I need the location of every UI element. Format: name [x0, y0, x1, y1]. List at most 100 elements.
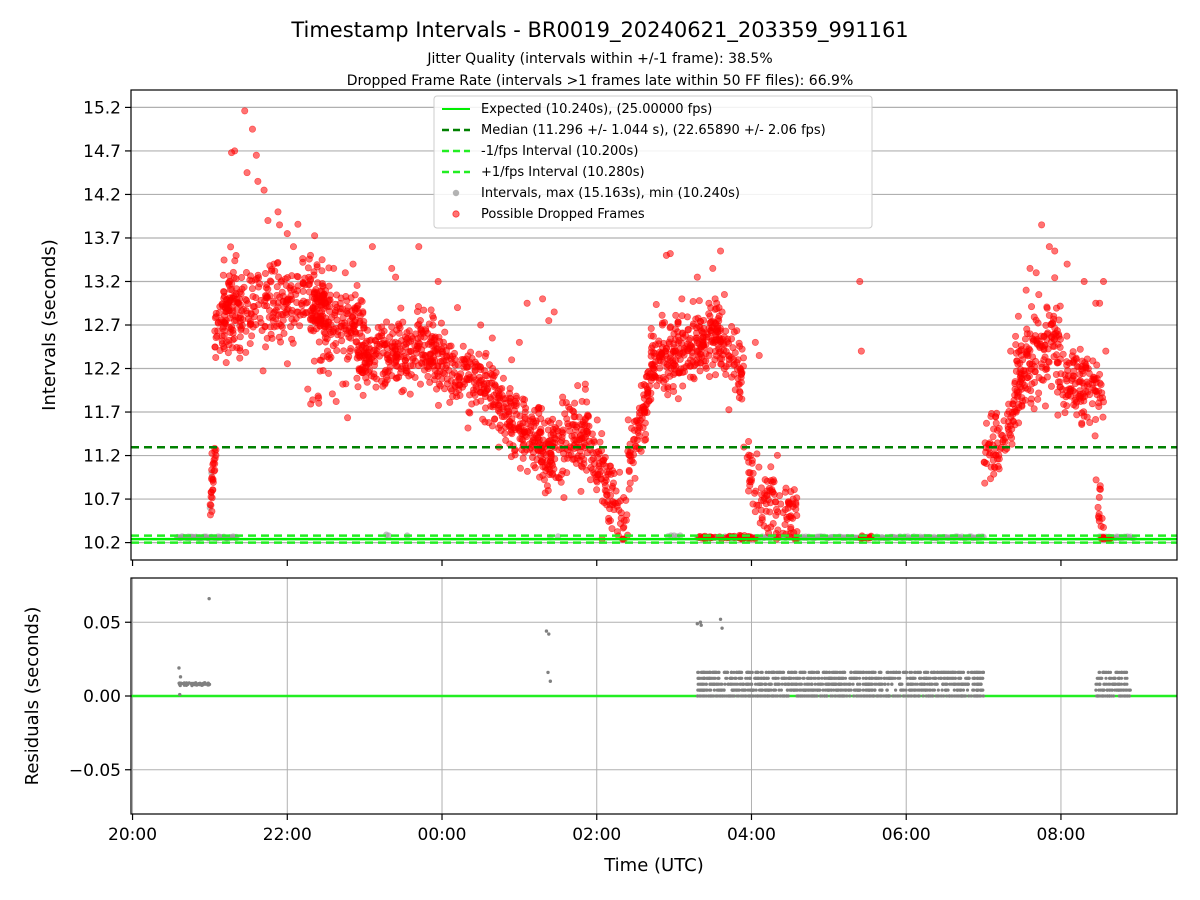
dropped-frame-point — [240, 283, 248, 291]
dropped-frame-point — [301, 281, 309, 289]
dropped-frame-point — [416, 380, 424, 388]
top-y-axis-label: Intervals (seconds) — [39, 239, 60, 411]
dropped-frame-point — [527, 426, 535, 434]
residual-point — [838, 682, 842, 686]
dropped-frame-point — [425, 320, 433, 328]
residual-point — [1109, 676, 1113, 680]
dropped-frame-point — [781, 521, 789, 529]
dropped-frame-point — [789, 500, 797, 508]
dropped-frame-point — [571, 399, 579, 407]
dropped-frame-point — [663, 360, 671, 368]
dropped-frame-point — [332, 324, 340, 332]
dropped-frame-point — [1071, 389, 1079, 397]
residual-point — [891, 694, 895, 698]
residual-point — [717, 670, 721, 675]
dropped-frame-point — [424, 340, 432, 348]
dropped-frame-point — [600, 456, 608, 464]
dropped-frame-point — [317, 315, 325, 323]
dropped-frame-point — [313, 263, 321, 271]
dropped-frame-point — [515, 338, 523, 346]
dropped-frame-point — [314, 279, 322, 287]
dropped-frame-point — [1008, 425, 1016, 433]
dropped-frame-point — [461, 360, 469, 368]
residual-point — [903, 694, 907, 698]
residual-point — [789, 688, 793, 692]
dropped-frame-point — [1034, 395, 1042, 403]
dropped-frame-point — [323, 335, 331, 343]
dropped-frame-point — [1013, 387, 1021, 395]
dropped-frame-point — [746, 478, 754, 486]
residual-point — [730, 688, 734, 692]
dropped-frame-point — [619, 524, 627, 532]
residual-point — [864, 670, 868, 675]
dropped-frame-point — [541, 419, 549, 427]
top-xticks — [131, 560, 1062, 566]
dropped-frame-point — [766, 508, 774, 516]
dropped-frame-point — [306, 251, 314, 259]
residual-point — [754, 676, 758, 680]
residual-point — [805, 682, 809, 686]
dropped-frame-point — [680, 368, 688, 376]
dropped-frame-point — [388, 342, 396, 350]
residual-point — [755, 694, 759, 698]
residual-point — [943, 682, 947, 686]
dropped-frame-point — [1034, 319, 1042, 327]
dropped-frame-point — [359, 341, 367, 349]
dropped-frame-point — [1062, 375, 1070, 383]
residual-point — [885, 676, 889, 680]
residual-point — [922, 688, 926, 692]
dropped-frame-point — [753, 450, 761, 458]
residual-point — [817, 682, 821, 686]
residual-point — [702, 676, 706, 680]
dropped-frame-point — [647, 395, 655, 403]
dropped-frame-point — [1021, 335, 1029, 343]
dropped-frame-point — [768, 488, 776, 496]
dropped-frame-point — [577, 432, 585, 440]
residual-point — [887, 694, 891, 698]
residual-point — [1104, 682, 1109, 686]
dropped-frame-point — [397, 304, 405, 312]
dropped-frame-point — [278, 288, 286, 296]
dropped-frame-point — [498, 413, 506, 421]
dropped-frame-point — [503, 420, 511, 428]
dropped-frame-point — [1080, 277, 1088, 285]
dropped-frame-point — [286, 284, 294, 292]
dropped-frame-point — [511, 397, 519, 405]
legend-label-intervals: Intervals, max (15.163s), min (10.240s) — [481, 186, 740, 201]
dropped-frame-point — [523, 299, 531, 307]
dropped-frame-point — [330, 264, 338, 272]
residual-point — [787, 670, 791, 675]
dropped-frame-point — [236, 354, 244, 362]
dropped-frame-point — [252, 294, 260, 302]
dropped-frame-point — [294, 273, 302, 281]
dropped-frame-point — [317, 356, 325, 364]
dropped-frame-point — [1051, 274, 1059, 282]
dropped-frame-point — [212, 354, 220, 362]
dropped-frame-point — [664, 391, 672, 399]
dropped-frame-point — [1012, 332, 1020, 340]
dropped-frame-point — [222, 300, 230, 308]
dropped-frame-point — [1083, 378, 1091, 386]
dropped-frame-point — [1031, 368, 1039, 376]
bottom-points — [177, 596, 1132, 698]
residual-point — [1124, 688, 1128, 692]
residual-point — [698, 688, 702, 692]
residual-point — [178, 675, 183, 679]
dropped-frame-point — [580, 460, 588, 468]
residual-point — [732, 670, 736, 675]
residual-point — [702, 688, 706, 692]
residual-point — [932, 682, 937, 686]
dropped-frame-point — [481, 352, 489, 360]
residual-point — [754, 688, 758, 692]
dropped-frame-point — [1092, 476, 1100, 484]
dropped-frame-point — [539, 463, 547, 471]
dropped-frame-point — [1096, 485, 1104, 493]
dropped-frame-point — [475, 379, 483, 387]
dropped-frame-point — [212, 334, 220, 342]
residual-point — [195, 682, 199, 686]
dropped-frame-point — [990, 425, 998, 433]
dropped-frame-point — [606, 462, 614, 470]
dropped-frame-point — [429, 312, 437, 320]
residual-point — [1117, 676, 1122, 680]
dropped-frame-point — [598, 430, 606, 438]
